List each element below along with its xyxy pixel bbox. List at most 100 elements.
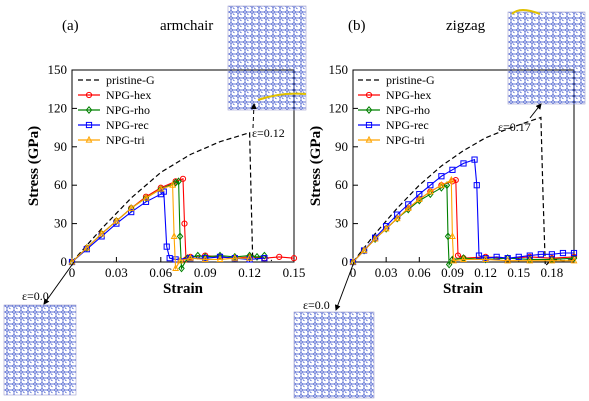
data-point-npg-rec [475,252,483,259]
panel-b-annotation-initial: ε=0.0 [303,298,330,312]
data-point-npg-tri [83,243,91,251]
data-point-npg-rec [537,251,544,258]
x-tick-label: 0.12 [238,265,261,280]
y-tick-label: 150 [329,62,349,77]
y-tick-label: 90 [54,139,67,154]
panel-a-series [68,131,298,273]
data-point-npg-rho [172,178,179,187]
data-point-npg-rho [176,232,184,241]
x-tick-label: 0.06 [408,265,431,280]
data-point-npg-tri [112,216,120,224]
data-point-npg-hex [276,253,283,260]
y-tick-label: 150 [48,62,68,77]
panel-a-ylabel: Stress (GPa) [26,126,42,206]
legend-label-npg-rho: NPG-rho [386,103,430,117]
data-point-npg-rec [405,201,412,208]
data-point-npg-tri [382,224,390,232]
series-line-npg-hex [71,178,295,263]
data-point-npg-rec [128,208,135,216]
panel-b-title: zigzag [446,18,486,34]
panel-a-y-ticks: 0 30 60 90 120 150 [48,62,77,269]
series-line-npg-tri [71,184,250,271]
data-point-npg-tri [504,256,512,264]
legend-label-npg-rec: NPG-rec [106,118,149,132]
data-point-npg-rho [445,260,453,269]
x-tick-label: 0.09 [441,265,464,280]
x-tick-label: 0.06 [149,265,172,280]
panel-a-annotation-fractured: ε=0.12 [252,126,285,140]
y-tick-label: 30 [54,216,67,231]
panel-a: (a) armchair 0 0.03 0.06 0.09 0.12 0.15 0 30 60… [3,5,307,396]
panel-b-series [349,116,578,269]
panel-b-xlabel: Strain [443,281,484,297]
data-point-npg-tri [216,255,224,263]
legend-marker-npg-rho [85,106,93,114]
panel-b-annotation-fractured: ε=0.17 [498,120,531,134]
legend-label-npg-hex: NPG-hex [386,88,431,102]
data-point-npg-rho [444,232,452,241]
legend-marker-npg-rho [365,106,373,114]
data-point-npg-tri [548,256,556,264]
y-tick-label: 120 [48,100,68,115]
legend-label-pristine-g: pristine-G [386,73,435,87]
data-point-npg-rec [471,156,478,163]
legend-label-npg-rho: NPG-rho [106,103,150,117]
legend-label-npg-hex: NPG-hex [106,88,151,102]
data-point-npg-tri [170,232,178,239]
data-point-npg-rho [443,181,451,190]
data-point-npg-rec [515,253,522,260]
y-tick-label: 30 [335,216,348,231]
x-tick-label: 0 [350,265,357,280]
x-tick-label: 0.18 [541,265,564,280]
legend-marker-npg-rec [365,121,373,129]
panel-a-annotation-initial: ε=0.0 [22,289,49,303]
x-tick-label: 0.15 [283,265,306,280]
data-point-npg-rho [253,252,261,261]
data-point-npg-rec [473,182,480,189]
data-point-npg-rho [504,254,511,263]
data-point-npg-tri [246,253,254,261]
panel-b-label: (b) [348,18,366,34]
data-point-npg-tri [98,229,106,237]
data-point-npg-rec [142,198,150,205]
data-point-npg-tri [169,180,177,188]
panel-a-x-ticks: 0 0.03 0.06 0.09 0.12 0.15 [69,257,306,280]
data-point-npg-rec [449,166,456,173]
data-point-npg-tri [201,255,209,263]
y-tick-label: 60 [54,177,67,192]
y-tick-label: 120 [329,100,349,115]
data-point-npg-rec [261,255,268,262]
panel-b-lattice-inset-fractured [507,11,586,105]
data-point-npg-rho [570,254,578,263]
data-point-npg-rho [178,264,185,273]
data-point-npg-tri [360,246,368,254]
panel-b-arrow-initial [334,261,355,311]
panel-b-fracture-crack [511,9,541,15]
x-tick-label: 0.15 [507,265,530,280]
panel-b-arrow-fractured [529,103,542,119]
legend-label-npg-tri: NPG-tri [386,133,425,147]
data-point-npg-tri [142,193,150,201]
data-point-npg-rec [166,255,173,262]
x-tick-label: 0.09 [194,265,217,280]
data-point-npg-tri [186,253,194,261]
y-tick-label: 90 [335,139,348,154]
data-point-npg-tri [231,253,239,261]
panel-a-title: armchair [160,18,213,34]
data-point-npg-tri [460,255,467,263]
y-tick-label: 0 [61,254,68,269]
legend-label-pristine-g: pristine-G [106,73,155,87]
data-point-npg-tri [449,232,456,239]
legend-marker-npg-hex [85,91,93,99]
y-tick-label: 60 [335,177,348,192]
data-point-npg-tri [426,187,434,195]
data-point-npg-hex [179,175,187,182]
series-line-npg-rec [352,158,574,263]
panel-a-arrow-initial [43,261,75,305]
legend-marker-npg-hex [365,91,373,99]
legend-marker-npg-tri [85,135,93,143]
panel-a-lattice-inset-initial [3,304,77,396]
series-line-npg-rec [71,190,265,263]
